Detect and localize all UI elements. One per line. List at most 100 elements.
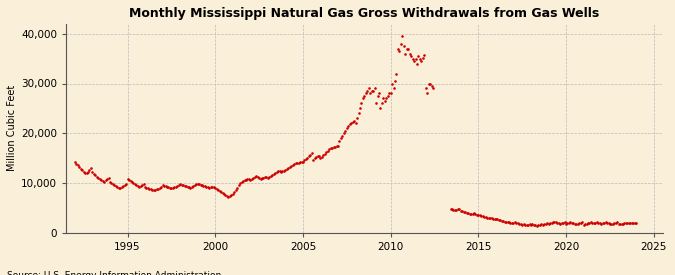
Point <box>163 185 173 189</box>
Point <box>608 221 618 226</box>
Point <box>180 184 191 189</box>
Point <box>521 223 532 227</box>
Y-axis label: Million Cubic Feet: Million Cubic Feet <box>7 85 17 171</box>
Point <box>578 222 589 227</box>
Point <box>414 56 425 61</box>
Point <box>517 222 528 227</box>
Point <box>536 222 547 226</box>
Point <box>323 148 333 153</box>
Point <box>333 144 344 148</box>
Point <box>352 116 362 120</box>
Point <box>407 56 418 61</box>
Point <box>173 183 184 187</box>
Point <box>107 182 118 186</box>
Point <box>255 177 266 181</box>
Point <box>207 185 217 189</box>
Point <box>482 215 493 220</box>
Point <box>419 53 430 57</box>
Point <box>90 173 101 178</box>
Point <box>256 176 267 181</box>
Point <box>619 221 630 225</box>
Point <box>475 213 485 217</box>
Point <box>202 185 213 189</box>
Point <box>279 169 290 173</box>
Point <box>356 101 367 106</box>
Point <box>293 161 304 165</box>
Point <box>321 150 331 154</box>
Point <box>389 79 400 83</box>
Point <box>454 207 465 211</box>
Point <box>334 138 345 143</box>
Point <box>204 186 215 190</box>
Point <box>138 182 149 186</box>
Point <box>308 158 319 163</box>
Point <box>574 221 585 225</box>
Point <box>531 223 542 228</box>
Point <box>464 211 475 216</box>
Point <box>342 126 352 130</box>
Point <box>265 174 276 178</box>
Point <box>292 161 302 166</box>
Point <box>242 177 252 182</box>
Point <box>398 44 409 48</box>
Point <box>233 183 244 188</box>
Point <box>391 72 402 76</box>
Point <box>151 187 162 191</box>
Point <box>477 214 488 218</box>
Point <box>223 194 234 199</box>
Point <box>286 164 296 168</box>
Point <box>379 99 390 103</box>
Point <box>540 221 551 226</box>
Point <box>530 223 541 227</box>
Point <box>417 56 428 60</box>
Point <box>547 220 558 224</box>
Point <box>270 171 281 175</box>
Point <box>296 160 307 164</box>
Point <box>140 185 151 189</box>
Point <box>381 96 392 101</box>
Point <box>426 84 437 88</box>
Point <box>496 218 507 223</box>
Point <box>460 210 470 214</box>
Point <box>546 220 557 225</box>
Point <box>226 192 237 197</box>
Point <box>457 209 468 213</box>
Point <box>388 86 399 91</box>
Point <box>481 215 491 219</box>
Point <box>119 183 130 188</box>
Point <box>116 185 127 189</box>
Point <box>337 133 348 138</box>
Point <box>210 186 221 190</box>
Point <box>220 193 231 197</box>
Point <box>350 121 361 125</box>
Point <box>408 59 419 63</box>
Point <box>186 185 197 189</box>
Point <box>575 220 586 225</box>
Point <box>463 211 474 215</box>
Point <box>128 181 139 185</box>
Point <box>111 184 122 188</box>
Point <box>551 220 562 224</box>
Point <box>275 170 286 174</box>
Point <box>542 221 553 225</box>
Point <box>229 189 240 194</box>
Point <box>146 187 157 191</box>
Point <box>349 119 360 123</box>
Point <box>182 185 193 189</box>
Point <box>514 221 524 226</box>
Point <box>340 128 351 133</box>
Point <box>461 210 472 215</box>
Point <box>403 46 414 51</box>
Point <box>556 221 567 225</box>
Point <box>328 145 339 149</box>
Point <box>178 183 188 188</box>
Point <box>157 183 168 188</box>
Point <box>614 222 624 226</box>
Point <box>601 220 612 225</box>
Point <box>325 145 336 150</box>
Point <box>300 157 311 161</box>
Point <box>261 175 272 179</box>
Point <box>562 221 573 225</box>
Point <box>303 154 314 158</box>
Point <box>273 169 284 173</box>
